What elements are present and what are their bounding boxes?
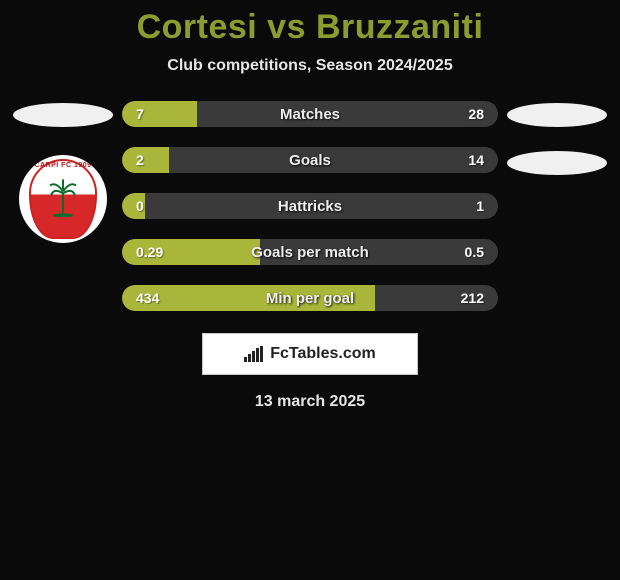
right-player-ellipse-1 — [507, 103, 607, 127]
stat-bar: 7 Matches 28 — [122, 101, 498, 127]
stat-label: Min per goal — [266, 290, 354, 307]
stat-value-left: 434 — [136, 290, 159, 306]
stat-fill-left — [122, 147, 169, 173]
root: Cortesi vs Bruzzaniti Club competitions,… — [0, 0, 620, 411]
left-player-ellipse — [13, 103, 113, 127]
left-club-badge: CARPI FC 1909 — [19, 155, 107, 243]
bar-chart-icon — [244, 346, 264, 362]
stat-fill-left — [122, 101, 197, 127]
badge-text: CARPI FC 1909 — [34, 162, 91, 169]
stat-bar: 0.29 Goals per match 0.5 — [122, 239, 498, 265]
stat-bar: 0 Hattricks 1 — [122, 193, 498, 219]
stat-value-left: 2 — [136, 152, 144, 168]
stat-value-left: 0.29 — [136, 244, 163, 260]
left-player-col: CARPI FC 1909 — [8, 101, 118, 243]
brand-text: FcTables.com — [270, 345, 376, 363]
stat-value-left: 7 — [136, 106, 144, 122]
page-title: Cortesi vs Bruzzaniti — [0, 8, 620, 47]
stat-value-right: 0.5 — [465, 244, 484, 260]
stat-value-right: 28 — [468, 106, 484, 122]
stat-label: Matches — [280, 106, 340, 123]
stats-column: 7 Matches 28 2 Goals 14 0 Hattricks 1 0.29 Goals p… — [118, 101, 502, 311]
stat-value-right: 1 — [476, 198, 484, 214]
stat-value-left: 0 — [136, 198, 144, 214]
right-player-ellipse-2 — [507, 151, 607, 175]
stat-label: Goals per match — [251, 244, 369, 261]
stat-value-right: 14 — [468, 152, 484, 168]
stat-label: Hattricks — [278, 198, 342, 215]
badge-shield: CARPI FC 1909 — [29, 159, 97, 239]
right-player-col — [502, 101, 612, 199]
stat-bar: 2 Goals 14 — [122, 147, 498, 173]
stat-bar: 434 Min per goal 212 — [122, 285, 498, 311]
stat-value-right: 212 — [461, 290, 484, 306]
content-row: CARPI FC 1909 7 Matches 28 2 Goals 14 0 Hattric… — [0, 101, 620, 311]
footer-date: 13 march 2025 — [0, 393, 620, 411]
stat-label: Goals — [289, 152, 331, 169]
brand-box[interactable]: FcTables.com — [202, 333, 418, 375]
palm-tree-icon — [48, 177, 78, 217]
page-subtitle: Club competitions, Season 2024/2025 — [0, 57, 620, 75]
